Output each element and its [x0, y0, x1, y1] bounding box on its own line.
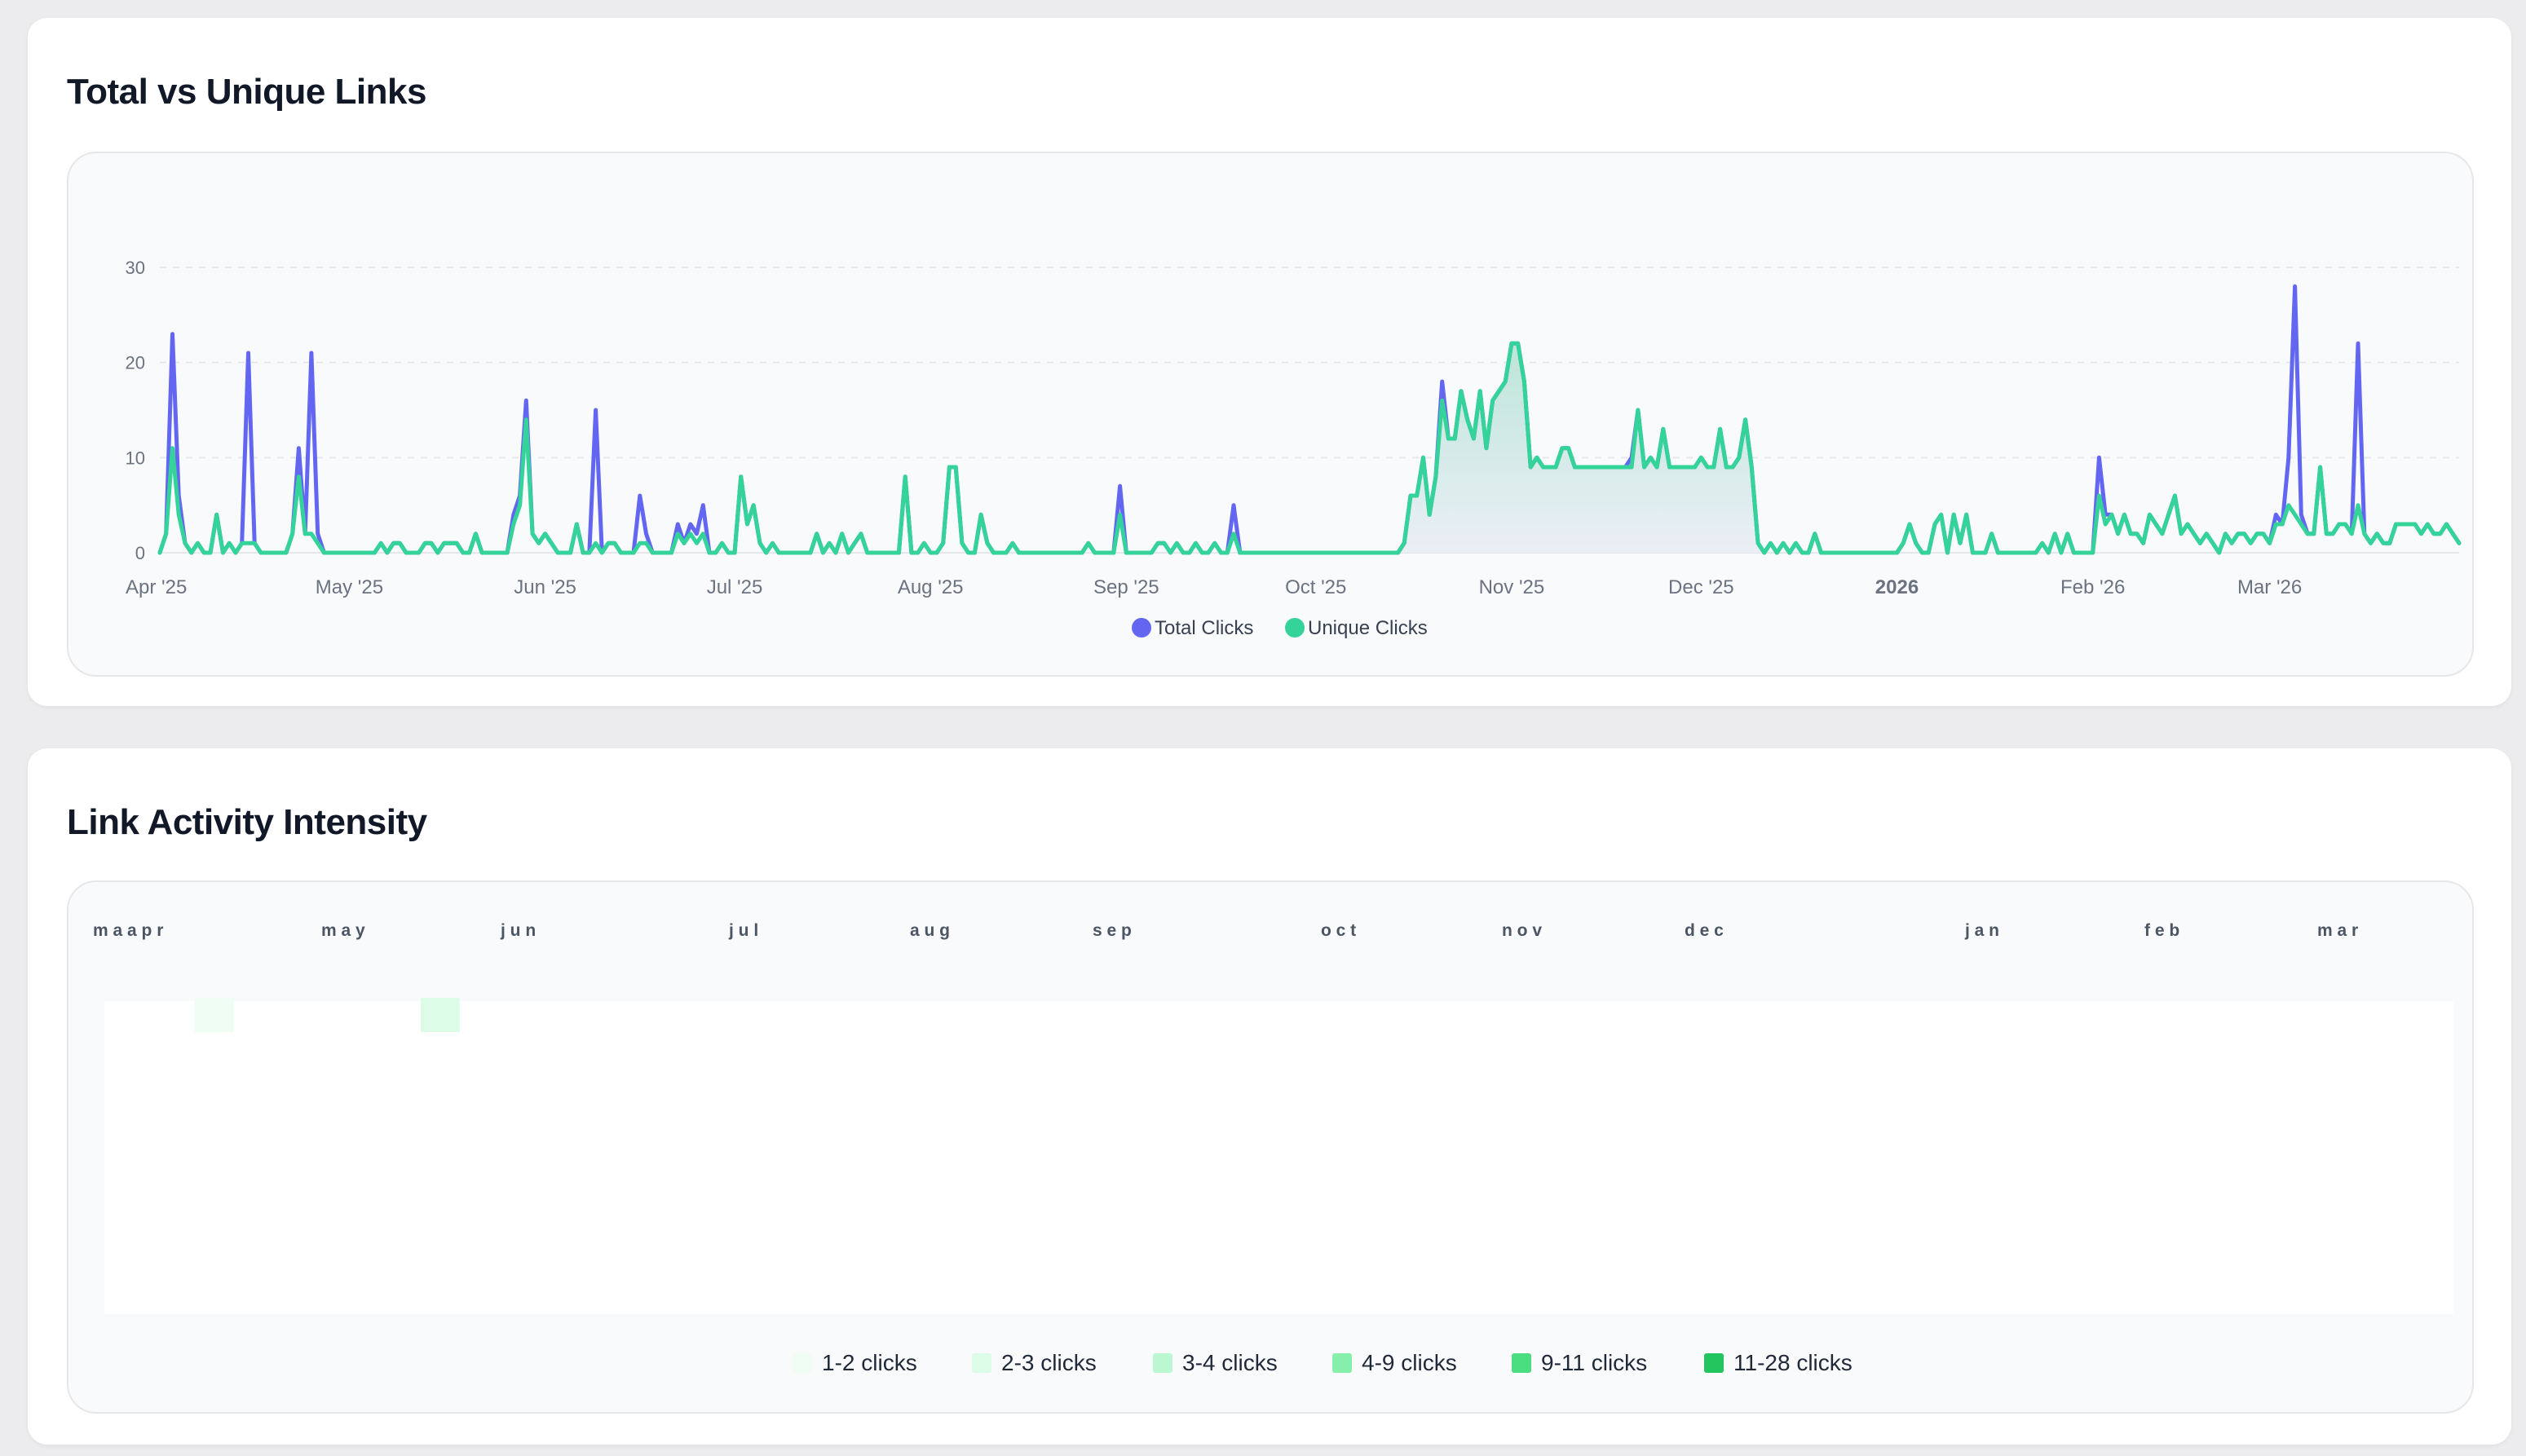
legend-swatch — [972, 1353, 991, 1373]
month-label: m a a p r — [93, 921, 163, 940]
legend-label: 11-28 clicks — [1733, 1350, 1853, 1375]
x-tick-label: Aug '25 — [898, 576, 964, 598]
line-chart-title: Total vs Unique Links — [67, 72, 426, 112]
line-chart-legend: Total Clicks Unique Clicks — [1132, 617, 1428, 639]
legend-label: 1-2 clicks — [822, 1350, 917, 1375]
x-tick-label: Mar '26 — [2237, 576, 2302, 598]
legend-swatch — [1332, 1353, 1352, 1373]
month-label: m a y — [321, 921, 365, 940]
heatmap-cell[interactable] — [194, 998, 234, 1032]
y-tick-label: 0 — [135, 543, 145, 563]
month-label: m a r — [2317, 921, 2358, 940]
y-tick-label: 10 — [126, 448, 145, 468]
legend-swatch — [1512, 1353, 1531, 1373]
x-tick-label: May '25 — [316, 576, 383, 598]
x-tick-label: Jun '25 — [514, 576, 576, 598]
legend-label[interactable]: Total Clicks — [1155, 617, 1253, 639]
unique-clicks-legend-marker[interactable] — [1285, 618, 1305, 638]
line-chart-card: Total vs Unique Links 0 10 20 30 Apr '25 May… — [28, 18, 2511, 706]
x-tick-label: Sep '25 — [1093, 576, 1159, 598]
legend-label[interactable]: Unique Clicks — [1308, 617, 1428, 639]
heatmap-cell[interactable] — [420, 998, 460, 1032]
total-clicks-line[interactable] — [157, 284, 2462, 555]
legend-swatch — [1153, 1353, 1172, 1373]
x-tick-label: Dec '25 — [1668, 576, 1734, 598]
unique-clicks-area — [1391, 343, 1764, 553]
legend-swatch — [1704, 1353, 1724, 1373]
month-label: j u l — [728, 921, 758, 940]
heatmap-title: Link Activity Intensity — [67, 802, 427, 842]
x-tick-label: Apr '25 — [126, 576, 187, 598]
x-tick-label: Nov '25 — [1479, 576, 1545, 598]
month-label: j u n — [500, 921, 536, 940]
x-tick-label: Feb '26 — [2060, 576, 2125, 598]
y-tick-label: 30 — [126, 258, 145, 278]
legend-label: 3-4 clicks — [1182, 1350, 1278, 1375]
unique-clicks-line[interactable] — [157, 341, 2462, 555]
x-tick-label: Jul '25 — [707, 576, 763, 598]
y-tick-label: 20 — [126, 353, 145, 373]
month-label: a u g — [910, 921, 950, 940]
month-label: o c t — [1321, 921, 1356, 940]
month-label: n o v — [1502, 921, 1542, 940]
month-label: j a n — [1964, 921, 1999, 940]
heatmap-background — [104, 1001, 2453, 1314]
x-tick-label: 2026 — [1875, 576, 1919, 598]
month-label: f e b — [2144, 921, 2179, 940]
x-tick-label: Oct '25 — [1285, 576, 1346, 598]
line-chart[interactable]: 0 10 20 30 Apr '25 May '25 Jun '25 Jul '25 Aug … — [68, 153, 2472, 675]
month-label: s e p — [1093, 921, 1132, 940]
heatmap-card: Link Activity Intensity m a a p r m a y j … — [28, 748, 2511, 1445]
legend-label: 2-3 clicks — [1001, 1350, 1097, 1375]
total-clicks-legend-marker[interactable] — [1132, 618, 1151, 638]
legend-label: 4-9 clicks — [1362, 1350, 1457, 1375]
month-label: d e c — [1685, 921, 1724, 940]
heatmap-legend: 1-2 clicks 2-3 clicks 3-4 clicks 4-9 clicks… — [793, 1350, 1853, 1375]
line-chart-panel: 0 10 20 30 Apr '25 May '25 Jun '25 Jul '25 Aug … — [67, 152, 2474, 677]
legend-swatch — [793, 1353, 812, 1373]
legend-label: 9-11 clicks — [1541, 1350, 1647, 1375]
